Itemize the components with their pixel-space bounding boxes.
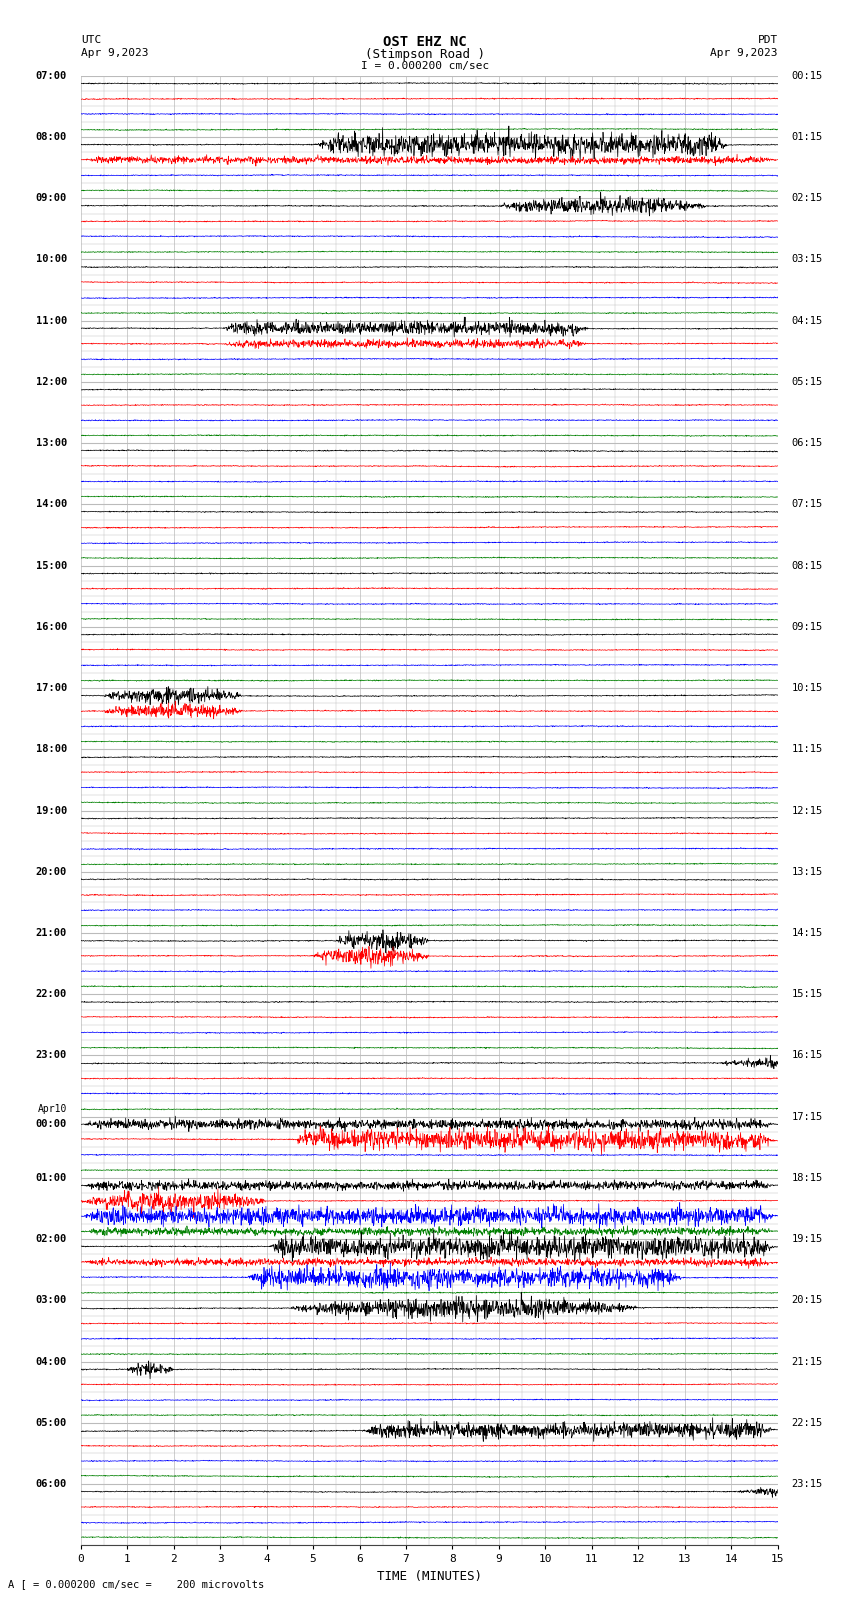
Text: (Stimpson Road ): (Stimpson Road )	[365, 48, 485, 61]
Text: 22:15: 22:15	[791, 1418, 823, 1428]
Text: 19:00: 19:00	[36, 805, 67, 816]
Text: 23:00: 23:00	[36, 1050, 67, 1060]
Text: 19:15: 19:15	[791, 1234, 823, 1244]
Text: 02:15: 02:15	[791, 194, 823, 203]
Text: 06:15: 06:15	[791, 439, 823, 448]
Text: 11:00: 11:00	[36, 316, 67, 326]
Text: Apr 9,2023: Apr 9,2023	[81, 48, 148, 58]
Text: I = 0.000200 cm/sec: I = 0.000200 cm/sec	[361, 61, 489, 71]
Text: Apr10: Apr10	[37, 1105, 67, 1115]
Text: 20:00: 20:00	[36, 866, 67, 877]
Text: 00:00: 00:00	[36, 1119, 67, 1129]
Text: 08:00: 08:00	[36, 132, 67, 142]
X-axis label: TIME (MINUTES): TIME (MINUTES)	[377, 1569, 482, 1582]
Text: 14:00: 14:00	[36, 500, 67, 510]
Text: 05:15: 05:15	[791, 377, 823, 387]
Text: 21:00: 21:00	[36, 927, 67, 939]
Text: 12:00: 12:00	[36, 377, 67, 387]
Text: 16:00: 16:00	[36, 623, 67, 632]
Text: 08:15: 08:15	[791, 561, 823, 571]
Text: 09:15: 09:15	[791, 623, 823, 632]
Text: PDT: PDT	[757, 35, 778, 45]
Text: Apr 9,2023: Apr 9,2023	[711, 48, 778, 58]
Text: 16:15: 16:15	[791, 1050, 823, 1060]
Text: 13:15: 13:15	[791, 866, 823, 877]
Text: 17:00: 17:00	[36, 682, 67, 694]
Text: 21:15: 21:15	[791, 1357, 823, 1366]
Text: 10:15: 10:15	[791, 682, 823, 694]
Text: OST EHZ NC: OST EHZ NC	[383, 35, 467, 50]
Text: 18:15: 18:15	[791, 1173, 823, 1182]
Text: 01:15: 01:15	[791, 132, 823, 142]
Text: 22:00: 22:00	[36, 989, 67, 998]
Text: 18:00: 18:00	[36, 744, 67, 755]
Text: 11:15: 11:15	[791, 744, 823, 755]
Text: 14:15: 14:15	[791, 927, 823, 939]
Text: 04:00: 04:00	[36, 1357, 67, 1366]
Text: 03:00: 03:00	[36, 1295, 67, 1305]
Text: 06:00: 06:00	[36, 1479, 67, 1489]
Text: 10:00: 10:00	[36, 255, 67, 265]
Text: UTC: UTC	[81, 35, 101, 45]
Text: 23:15: 23:15	[791, 1479, 823, 1489]
Text: 20:15: 20:15	[791, 1295, 823, 1305]
Text: 04:15: 04:15	[791, 316, 823, 326]
Text: 00:15: 00:15	[791, 71, 823, 81]
Text: 05:00: 05:00	[36, 1418, 67, 1428]
Text: 15:15: 15:15	[791, 989, 823, 998]
Text: 07:15: 07:15	[791, 500, 823, 510]
Text: 03:15: 03:15	[791, 255, 823, 265]
Text: A [ = 0.000200 cm/sec =    200 microvolts: A [ = 0.000200 cm/sec = 200 microvolts	[8, 1579, 264, 1589]
Text: 17:15: 17:15	[791, 1111, 823, 1121]
Text: 13:00: 13:00	[36, 439, 67, 448]
Text: 07:00: 07:00	[36, 71, 67, 81]
Text: 02:00: 02:00	[36, 1234, 67, 1244]
Text: 01:00: 01:00	[36, 1173, 67, 1182]
Text: 09:00: 09:00	[36, 194, 67, 203]
Text: 12:15: 12:15	[791, 805, 823, 816]
Text: 15:00: 15:00	[36, 561, 67, 571]
